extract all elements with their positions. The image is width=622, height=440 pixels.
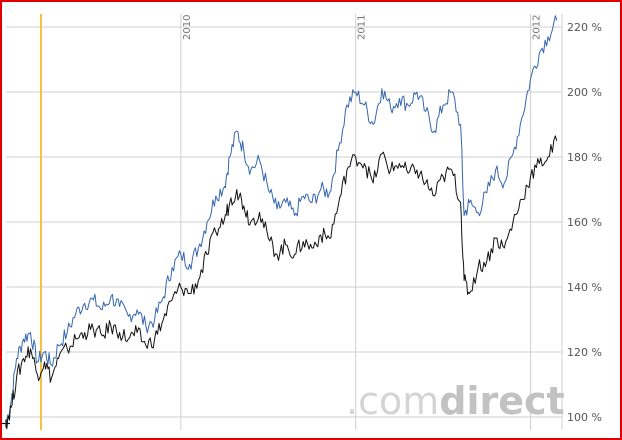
watermark-suffix: direct (439, 379, 564, 423)
year-labels: 2010 2011 2012 (182, 15, 543, 40)
comdirect-watermark: .comdirect (346, 379, 565, 423)
y-tick-label: 100 % (567, 411, 602, 424)
year-label: 2011 (357, 15, 368, 40)
vertical-gridlines (180, 14, 563, 430)
year-label: 2010 (182, 15, 193, 40)
watermark-prefix: .com (346, 379, 439, 423)
y-tick-label: 220 % (567, 21, 602, 34)
series-line-2 (5, 135, 558, 430)
y-tick-label: 120 % (567, 346, 602, 359)
data-series (5, 15, 558, 430)
year-label: 2012 (532, 15, 543, 40)
y-tick-label: 140 % (567, 281, 602, 294)
y-tick-label: 180 % (567, 151, 602, 164)
watermark-text: .comdirect (346, 379, 565, 423)
y-axis-tick-labels: 100 % 120 % 140 % 160 % 180 % 200 % 220 % (567, 21, 602, 424)
series-line-1 (5, 15, 558, 424)
y-tick-label: 160 % (567, 216, 602, 229)
horizontal-gridlines (6, 26, 562, 418)
y-tick-label: 200 % (567, 86, 602, 99)
start-marker (2, 419, 10, 428)
